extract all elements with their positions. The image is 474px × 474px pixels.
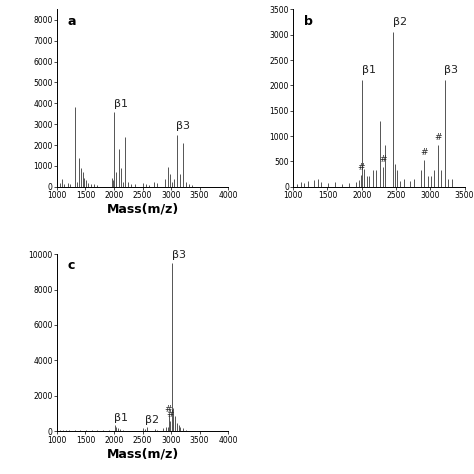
Text: b: b	[303, 15, 312, 28]
Text: #: #	[166, 410, 173, 419]
Text: β1: β1	[114, 413, 128, 423]
Text: #: #	[434, 133, 442, 142]
X-axis label: Mass(m/z): Mass(m/z)	[106, 203, 179, 216]
Text: #: #	[420, 148, 428, 157]
Text: a: a	[67, 15, 76, 28]
X-axis label: Mass(m/z): Mass(m/z)	[106, 447, 179, 460]
Text: #: #	[379, 155, 387, 164]
Text: #: #	[357, 163, 365, 172]
Text: β3: β3	[172, 250, 186, 260]
Text: c: c	[67, 259, 74, 273]
Text: β3: β3	[444, 65, 458, 75]
Text: β2: β2	[145, 416, 159, 426]
Text: #: #	[165, 405, 172, 414]
Text: β3: β3	[176, 121, 190, 131]
Text: β2: β2	[392, 17, 407, 27]
Text: β1: β1	[114, 99, 128, 109]
Text: β1: β1	[362, 65, 376, 75]
